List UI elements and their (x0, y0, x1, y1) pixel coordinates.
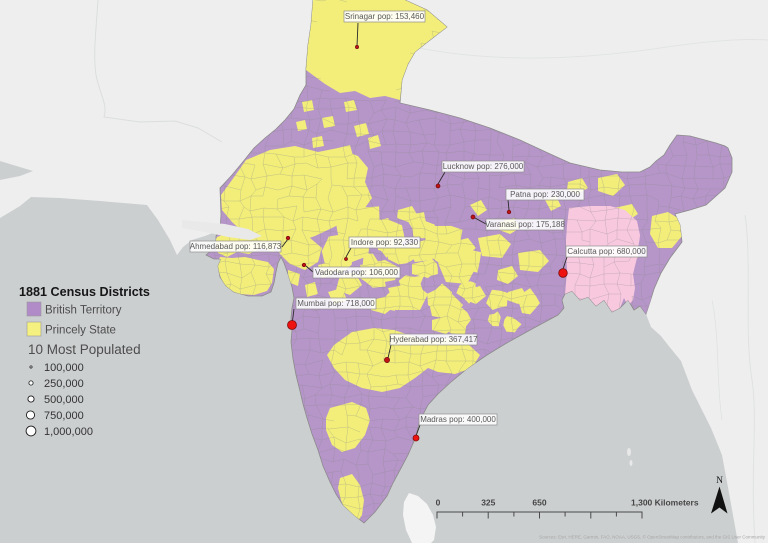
svg-text:Madras pop: 400,000: Madras pop: 400,000 (420, 415, 496, 424)
svg-text:1881 Census Districts: 1881 Census Districts (19, 285, 150, 299)
svg-text:Princely State: Princely State (45, 325, 116, 337)
svg-text:100,000: 100,000 (44, 362, 84, 374)
svg-text:Lucknow pop: 276,000: Lucknow pop: 276,000 (443, 162, 524, 171)
svg-text:Calcutta pop: 680,000: Calcutta pop: 680,000 (567, 247, 646, 256)
svg-text:Patna pop: 230,000: Patna pop: 230,000 (510, 190, 580, 199)
svg-text:Mumbai pop: 718,000: Mumbai pop: 718,000 (297, 299, 375, 308)
svg-text:10 Most Populated: 10 Most Populated (28, 342, 141, 357)
svg-text:Srinagar pop: 153,460: Srinagar pop: 153,460 (345, 12, 425, 21)
svg-text:Ahmedabad pop: 116,873: Ahmedabad pop: 116,873 (190, 242, 282, 251)
svg-text:1,000,000: 1,000,000 (44, 426, 93, 438)
svg-text:650: 650 (532, 498, 546, 508)
svg-text:500,000: 500,000 (44, 394, 84, 406)
svg-text:0: 0 (436, 498, 441, 508)
svg-text:Vadodara pop: 106,000: Vadodara pop: 106,000 (315, 268, 399, 277)
svg-text:1,300 Kilometers: 1,300 Kilometers (631, 498, 699, 508)
svg-text:Sources: Esri, HERE, Garmin, F: Sources: Esri, HERE, Garmin, FAO, NOAA, … (539, 534, 766, 540)
svg-text:325: 325 (481, 498, 495, 508)
svg-text:British Territory: British Territory (45, 305, 122, 317)
svg-text:750,000: 750,000 (44, 410, 84, 422)
svg-text:Varanasi pop: 175,188: Varanasi pop: 175,188 (485, 220, 565, 229)
svg-text:Hyderabad pop: 367,417: Hyderabad pop: 367,417 (389, 335, 478, 344)
svg-text:250,000: 250,000 (44, 378, 84, 390)
svg-text:Indore pop: 92,330: Indore pop: 92,330 (351, 238, 419, 247)
svg-text:N: N (716, 476, 723, 486)
